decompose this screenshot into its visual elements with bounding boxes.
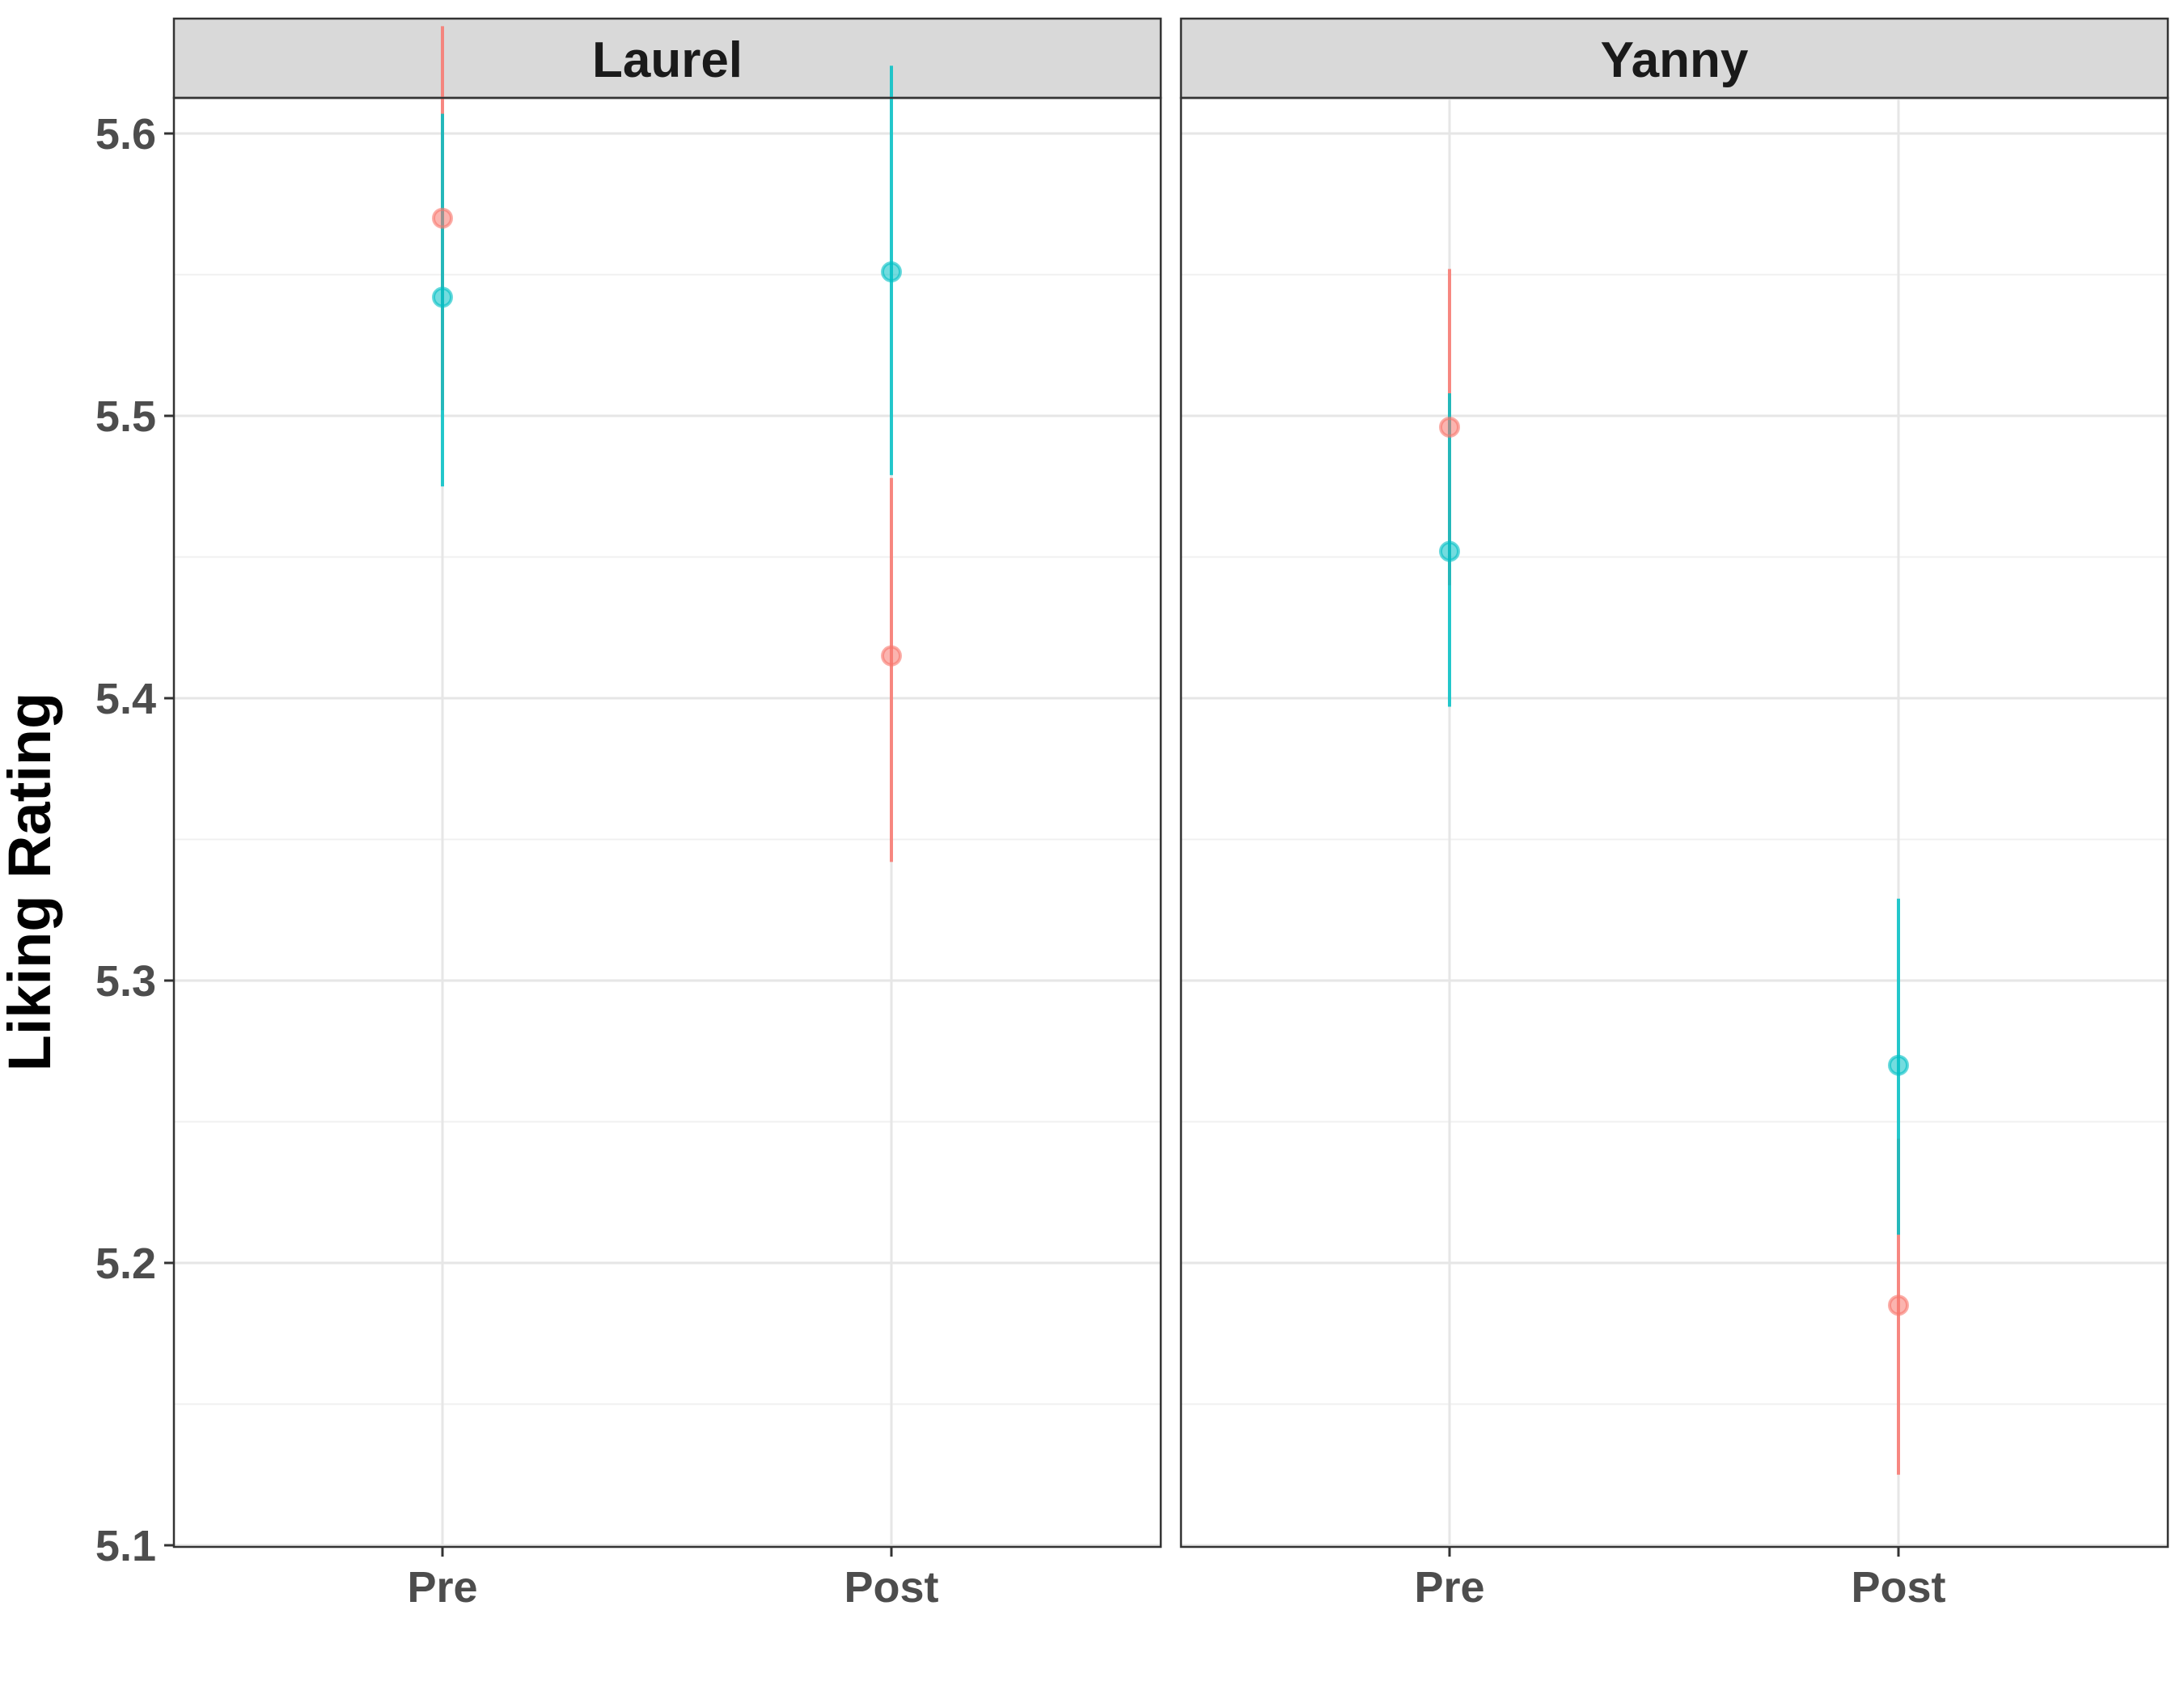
marks-yanny	[1439, 269, 1909, 1475]
y-tick-label: 5.6	[95, 110, 156, 159]
strip-yanny	[1179, 17, 2169, 100]
y-axis-title: Liking Rating	[0, 693, 63, 1072]
panel-yanny: Yanny	[1179, 17, 2169, 1549]
panel-border-laurel	[172, 96, 1162, 1549]
x-tick-label-post: Post	[1851, 1563, 1945, 1612]
strip-label-laurel: Laurel	[592, 32, 743, 88]
y-tick-label: 5.2	[95, 1239, 156, 1288]
point-teal-pre	[432, 286, 453, 308]
strip-label-yanny: Yanny	[1601, 32, 1749, 88]
point-teal-post	[1888, 1054, 1909, 1076]
x-tick-label-post: Post	[844, 1563, 938, 1612]
y-tick-label: 5.4	[95, 675, 156, 723]
grid-yanny	[1181, 98, 2168, 1547]
y-tick-label: 5.5	[95, 392, 156, 441]
point-teal-post	[881, 261, 902, 283]
y-tick-label: 5.1	[95, 1522, 156, 1570]
grid-laurel	[174, 98, 1161, 1547]
point-red-pre	[432, 207, 453, 229]
y-tick-label: 5.3	[95, 957, 156, 1006]
point-red-pre	[1439, 416, 1460, 438]
point-teal-pre	[1439, 540, 1460, 562]
marks-laurel	[432, 26, 902, 862]
x-tick-label-pre: Pre	[1414, 1563, 1484, 1612]
point-red-post	[1888, 1294, 1909, 1316]
x-tick-label-pre: Pre	[407, 1563, 477, 1612]
x-axis: Pre Post Pre Post	[407, 1547, 1946, 1612]
strip-laurel	[172, 17, 1162, 100]
point-red-post	[881, 645, 902, 667]
panel-laurel: Laurel	[172, 17, 1162, 1549]
panel-border-yanny	[1179, 96, 2169, 1549]
y-axis: 5.1 5.2 5.3 5.4 5.5 5.6	[95, 110, 174, 1570]
